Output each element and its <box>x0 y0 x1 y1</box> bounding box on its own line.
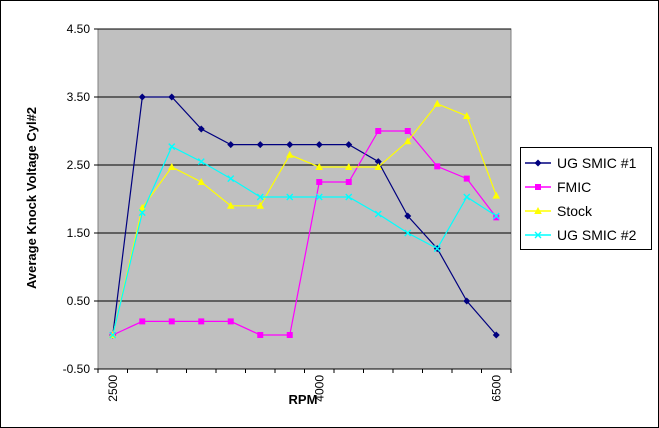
data-point-2 <box>434 163 441 170</box>
legend-label: FMIC <box>557 179 592 195</box>
data-point-4 <box>109 331 117 339</box>
data-point-1 <box>463 297 471 305</box>
data-point-1 <box>404 212 412 220</box>
data-point-4 <box>315 193 323 201</box>
data-point-1 <box>374 158 382 166</box>
legend-label: UG SMIC #1 <box>557 155 637 171</box>
x-axis-title: RPM <box>289 392 318 407</box>
y-tick-label: 1.50 <box>67 226 91 240</box>
data-point-1 <box>197 125 205 133</box>
data-point-3 <box>138 203 147 211</box>
legend: UG SMIC #1 FMIC Stock UG SMIC #2 <box>520 147 652 250</box>
y-tick-label: -0.50 <box>63 362 91 376</box>
legend-key <box>525 231 551 239</box>
data-point-4 <box>168 143 176 151</box>
series-line-3 <box>112 103 497 336</box>
data-point-3 <box>285 150 294 158</box>
data-point-2 <box>375 128 382 134</box>
data-point-3 <box>256 201 265 209</box>
data-point-1 <box>168 93 176 101</box>
data-point-2 <box>257 332 264 338</box>
y-tick-label: 3.50 <box>67 90 91 104</box>
data-point-4 <box>345 193 353 201</box>
data-point-1 <box>256 141 264 149</box>
data-point-3 <box>197 178 206 185</box>
data-point-4 <box>256 193 264 201</box>
data-point-2 <box>463 175 470 182</box>
y-tick-label: 2.50 <box>67 158 91 172</box>
data-point-3 <box>492 191 501 199</box>
data-point-4 <box>227 175 235 183</box>
legend-item: UG SMIC #2 <box>525 223 651 247</box>
legend-label: Stock <box>557 203 593 219</box>
data-point-2 <box>345 179 352 185</box>
legend-item: UG SMIC #1 <box>525 151 651 175</box>
legend-item: Stock <box>525 199 651 223</box>
data-point-3 <box>226 201 235 209</box>
data-point-2 <box>286 332 293 338</box>
y-axis-title: Average Knock Voltage Cyl#2 <box>24 107 39 289</box>
data-point-2 <box>316 179 323 185</box>
data-point-3 <box>374 163 383 171</box>
data-point-4 <box>197 158 205 166</box>
data-point-2 <box>139 318 146 325</box>
data-point-4 <box>492 212 500 220</box>
data-point-1 <box>315 141 323 149</box>
data-point-4 <box>138 209 146 217</box>
legend-label: UG SMIC #2 <box>557 227 637 243</box>
data-point-3 <box>462 112 471 120</box>
x-tick-label: 2500 <box>106 375 120 402</box>
data-point-1 <box>345 141 353 149</box>
data-point-2 <box>168 318 175 325</box>
data-point-3 <box>167 163 176 171</box>
data-point-2 <box>404 128 411 134</box>
data-point-1 <box>227 141 235 149</box>
data-point-3 <box>433 99 442 107</box>
legend-item: FMIC <box>525 175 651 199</box>
data-point-1 <box>492 331 500 339</box>
data-point-4 <box>404 229 412 237</box>
legend-key <box>525 184 551 190</box>
data-point-4 <box>433 245 441 253</box>
data-point-2 <box>227 318 234 325</box>
data-point-2 <box>493 214 500 221</box>
data-point-3 <box>403 137 412 145</box>
data-point-3 <box>315 163 324 171</box>
data-point-4 <box>463 193 471 201</box>
series-line-4 <box>112 145 497 336</box>
legend-key <box>525 159 551 167</box>
data-point-4 <box>286 193 294 201</box>
data-point-1 <box>286 141 294 149</box>
legend-key <box>525 207 551 214</box>
plot-area <box>97 28 512 370</box>
y-tick-label: 0.50 <box>67 294 91 308</box>
y-tick-label: 4.50 <box>67 22 91 36</box>
data-point-3 <box>344 163 353 171</box>
series-line-1 <box>112 96 497 336</box>
data-point-2 <box>198 318 205 325</box>
data-point-4 <box>374 210 382 218</box>
series-line-2 <box>112 130 497 336</box>
x-tick-label: 4000 <box>312 375 326 402</box>
x-tick-label: 6500 <box>489 375 503 402</box>
data-point-1 <box>138 93 146 101</box>
